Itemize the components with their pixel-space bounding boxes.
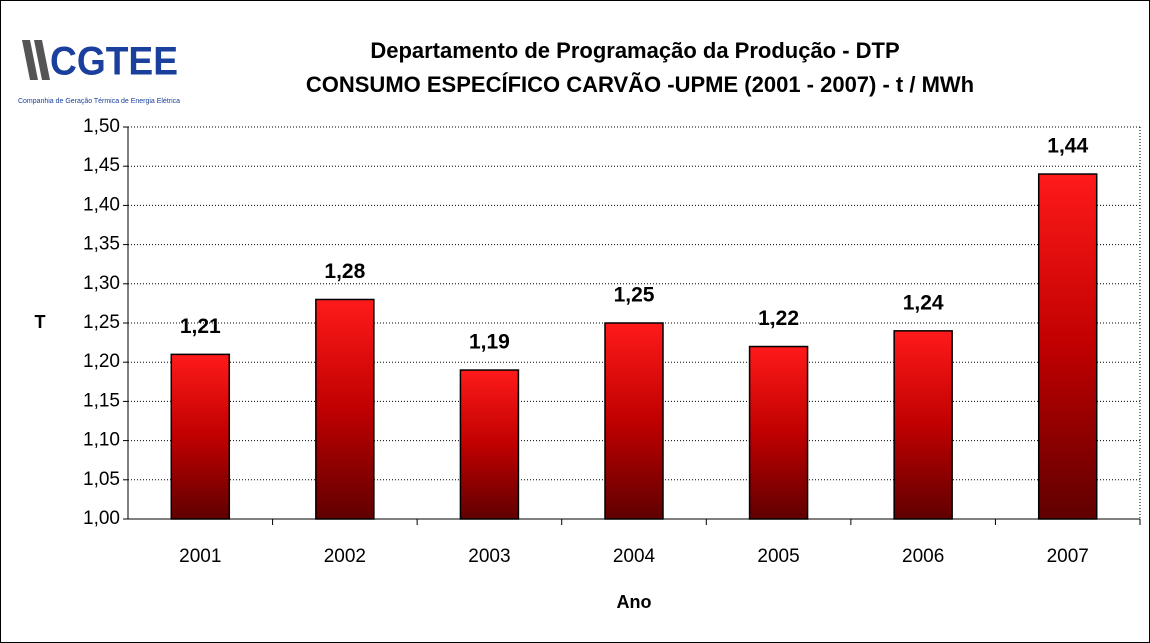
y-tick-label: 1,15 bbox=[83, 390, 120, 411]
bar bbox=[893, 330, 953, 520]
data-label: 1,28 bbox=[324, 260, 365, 283]
y-tick-label: 1,50 bbox=[83, 116, 120, 137]
logo-name: CGTEE bbox=[50, 40, 178, 84]
y-tick-label: 1,25 bbox=[83, 312, 120, 333]
data-label: 1,44 bbox=[1047, 135, 1088, 158]
y-tick-label: 1,00 bbox=[83, 508, 120, 529]
y-tick-label: 1,35 bbox=[83, 234, 120, 255]
bar bbox=[315, 298, 375, 520]
bar bbox=[459, 369, 520, 520]
x-tick-label: 2004 bbox=[613, 546, 656, 567]
logo: CGTEE Companhia de Geração Térmica de En… bbox=[18, 40, 180, 105]
y-tick-label: 1,30 bbox=[83, 273, 120, 294]
x-tick-label: 2003 bbox=[468, 546, 510, 567]
data-label: 1,19 bbox=[469, 331, 510, 354]
x-tick-label: 2007 bbox=[1047, 546, 1089, 567]
x-axis-label: Ano bbox=[617, 592, 652, 612]
logo-mark bbox=[22, 40, 50, 80]
y-axis-label: T bbox=[35, 312, 46, 332]
x-tick-label: 2001 bbox=[179, 546, 221, 567]
x-tick-label: 2002 bbox=[324, 546, 366, 567]
data-label: 1,22 bbox=[758, 307, 799, 330]
y-tick-label: 1,20 bbox=[83, 351, 120, 372]
data-label: 1,21 bbox=[180, 315, 221, 338]
y-tick-label: 1,10 bbox=[83, 430, 120, 451]
x-tick-label: 2005 bbox=[757, 546, 799, 567]
data-label: 1,24 bbox=[903, 291, 944, 314]
y-tick-label: 1,45 bbox=[83, 155, 120, 176]
y-tick-label: 1,05 bbox=[83, 469, 120, 490]
bar bbox=[170, 353, 231, 520]
chart-subtitle: CONSUMO ESPECÍFICO CARVÃO -UPME (2001 - … bbox=[306, 72, 974, 97]
bar bbox=[1037, 173, 1098, 520]
logo-subtitle: Companhia de Geração Térmica de Energia … bbox=[18, 98, 180, 105]
bar bbox=[604, 322, 664, 520]
y-tick-label: 1,40 bbox=[83, 194, 120, 215]
bar bbox=[748, 345, 809, 520]
x-tick-label: 2006 bbox=[902, 546, 944, 567]
chart-title: Departamento de Programação da Produção … bbox=[370, 38, 899, 63]
data-label: 1,25 bbox=[614, 284, 655, 307]
